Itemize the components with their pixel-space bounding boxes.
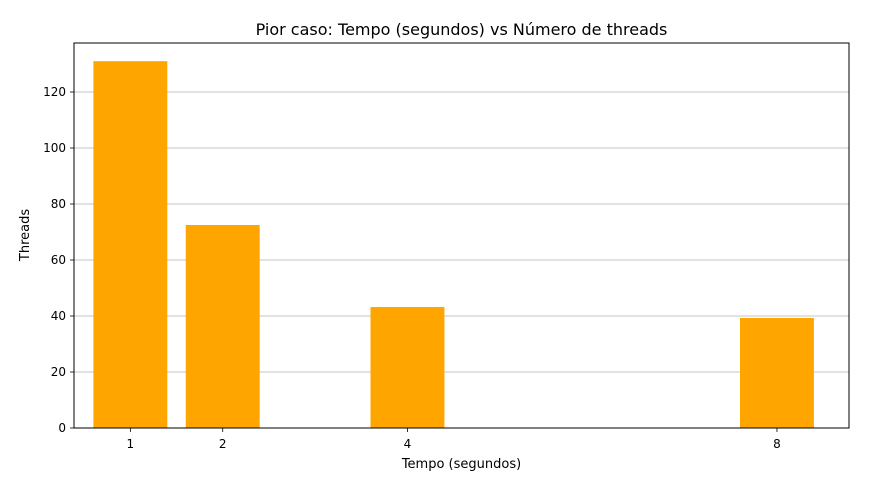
y-tick-label: 80 [51, 197, 66, 211]
x-tick-label: 8 [773, 437, 781, 451]
chart-title: Pior caso: Tempo (segundos) vs Número de… [256, 20, 668, 39]
y-axis-label: Threads [18, 209, 33, 262]
x-tick-label: 1 [127, 437, 135, 451]
y-tick-label: 40 [51, 309, 66, 323]
x-axis-label: Tempo (segundos) [401, 457, 521, 472]
bar-4 [370, 307, 445, 428]
y-tick-label: 60 [51, 253, 66, 267]
y-tick-label: 0 [58, 421, 66, 435]
bar-2 [185, 225, 260, 428]
x-tick-label: 2 [219, 437, 227, 451]
ticks: 0 20 40 60 80 100 120 1 2 4 8 [43, 85, 781, 451]
y-tick-label: 20 [51, 365, 66, 379]
x-tick-label: 4 [404, 437, 412, 451]
bar-1 [93, 61, 168, 428]
bars [93, 61, 814, 428]
y-tick-label: 120 [43, 85, 66, 99]
plot-frame [73, 42, 850, 429]
y-tick-label: 100 [43, 141, 66, 155]
bar-8 [740, 317, 814, 428]
